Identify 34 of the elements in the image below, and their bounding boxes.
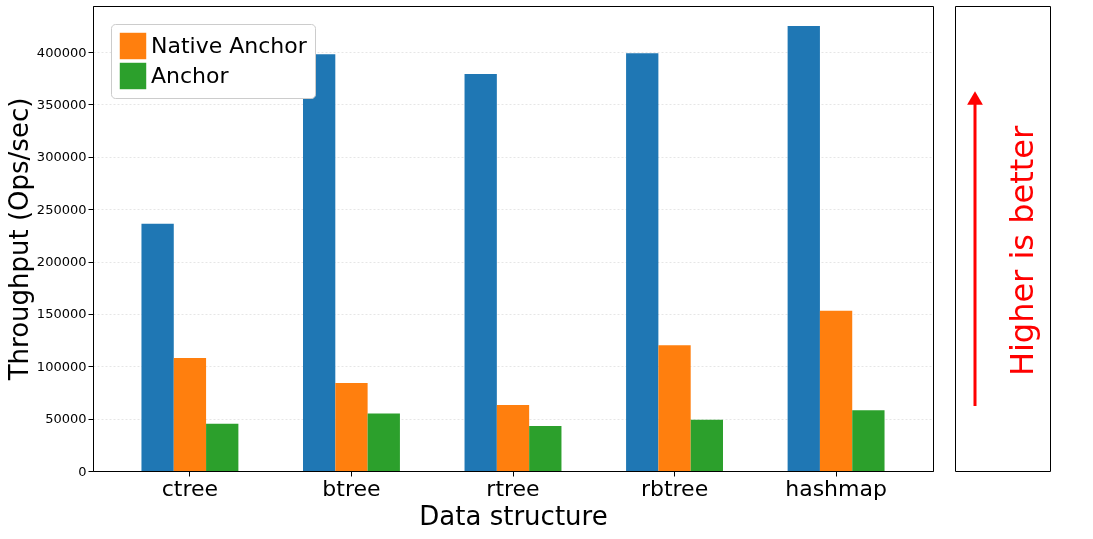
x-axis-title: Data structure xyxy=(419,500,608,531)
bar xyxy=(658,345,691,471)
bar xyxy=(141,223,174,471)
bar xyxy=(690,419,723,471)
legend-label: Native Anchor xyxy=(151,33,308,58)
y-axis-title: Throughput (Ops/sec) xyxy=(3,97,34,382)
x-tick-label: rtree xyxy=(486,475,540,501)
x-tick-label: ctree xyxy=(161,475,219,501)
y-tick-label: 200000 xyxy=(36,254,87,270)
x-tick-label: rbtree xyxy=(640,475,709,501)
y-tick-label: 300000 xyxy=(36,149,87,165)
y-tick-label: 400000 xyxy=(36,44,87,60)
text: Higher is better xyxy=(1003,125,1041,377)
bar xyxy=(852,410,885,471)
bar xyxy=(367,413,400,471)
bar xyxy=(626,53,659,471)
bar xyxy=(529,425,562,471)
y-tick-label: 150000 xyxy=(36,306,87,322)
legend-label: Anchor xyxy=(151,63,230,88)
y-tick-label: 0 xyxy=(78,463,87,479)
bar xyxy=(819,310,853,471)
y-tick-label: 100000 xyxy=(36,358,87,374)
y-tick-label: 350000 xyxy=(36,96,87,112)
bar xyxy=(464,74,497,471)
bar xyxy=(206,423,239,471)
bar xyxy=(787,25,820,471)
bar xyxy=(335,383,368,471)
x-tick-label: hashmap xyxy=(785,475,887,501)
bar xyxy=(496,405,530,471)
y-tick-label: 250000 xyxy=(36,201,87,217)
x-tick-label: btree xyxy=(322,475,381,501)
y-tick-label: 50000 xyxy=(45,411,87,427)
bar xyxy=(173,357,207,471)
bar xyxy=(303,54,336,471)
